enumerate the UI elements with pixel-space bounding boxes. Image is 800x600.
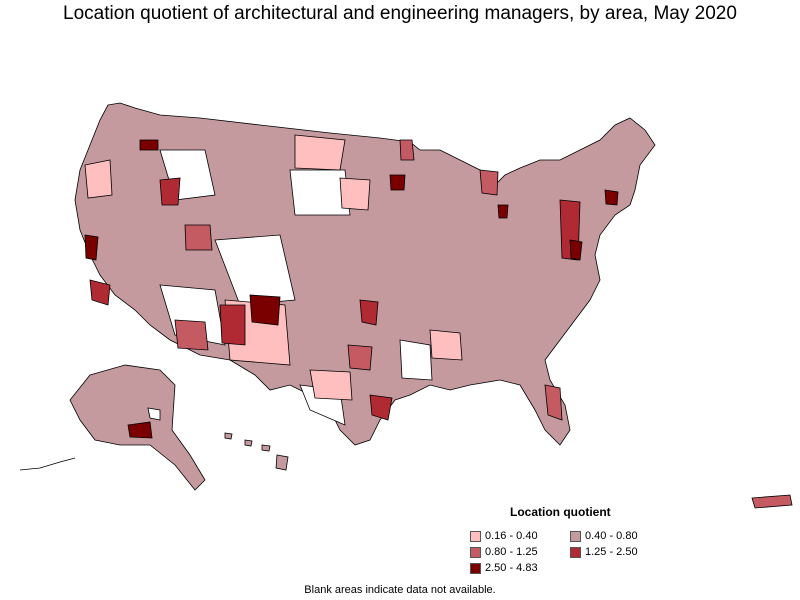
area-lq-mid xyxy=(399,139,415,161)
hawaii xyxy=(224,432,289,471)
area-lq-low xyxy=(339,177,371,211)
area-no-data xyxy=(289,169,351,216)
footnote: Blank areas indicate data not available. xyxy=(304,584,496,596)
legend-item-2: 0.80 - 1.25 xyxy=(470,545,538,559)
legend-label: 0.40 - 0.80 xyxy=(585,530,638,542)
legend-swatch xyxy=(570,546,581,558)
area-no-data xyxy=(214,234,296,306)
legend-label: 0.80 - 1.25 xyxy=(485,546,538,558)
area-lq-high xyxy=(369,394,393,421)
area-lq-very-high xyxy=(127,421,153,439)
legend-label: 1.25 - 2.50 xyxy=(585,546,638,558)
map-title: Location quotient of architectural and e… xyxy=(63,3,737,24)
area-lq-low xyxy=(429,329,463,361)
alaska xyxy=(19,364,206,491)
legend-item-1: 0.40 - 0.80 xyxy=(570,529,638,543)
hawaii-island xyxy=(261,444,271,452)
area-lq-high xyxy=(219,304,246,346)
area-no-data xyxy=(147,407,161,421)
area-lq-mid xyxy=(174,319,209,351)
area-lq-very-high xyxy=(139,139,159,151)
contiguous-us xyxy=(74,102,656,446)
legend-swatch xyxy=(470,530,481,542)
puerto-rico-outline xyxy=(751,494,793,509)
hawaii-island xyxy=(224,432,233,440)
hawaii-island xyxy=(244,439,253,447)
area-lq-high xyxy=(89,279,111,306)
area-lq-low xyxy=(309,369,353,401)
area-lq-very-high xyxy=(389,174,406,191)
legend-swatch xyxy=(470,562,481,574)
area-lq-low xyxy=(84,159,113,199)
area-lq-high xyxy=(359,299,379,326)
legend-item-3: 1.25 - 2.50 xyxy=(570,545,638,559)
area-no-data xyxy=(399,339,433,381)
us-mainland-outline xyxy=(74,102,656,446)
legend-swatch xyxy=(570,530,581,542)
legend-label: 0.16 - 0.40 xyxy=(485,530,538,542)
legend-label: 2.50 - 4.83 xyxy=(485,562,538,574)
legend-item-4: 2.50 - 4.83 xyxy=(470,561,538,575)
area-lq-very-high xyxy=(569,239,583,261)
area-lq-mid xyxy=(479,169,499,196)
aleutian-islands xyxy=(19,457,76,471)
area-lq-very-high xyxy=(249,294,281,326)
area-lq-very-high xyxy=(497,204,509,219)
legend-title: Location quotient xyxy=(510,505,611,519)
area-lq-low xyxy=(294,134,346,171)
hawaii-island xyxy=(275,454,289,471)
area-lq-mid xyxy=(184,224,213,251)
area-lq-mid xyxy=(347,344,373,371)
legend-item-0: 0.16 - 0.40 xyxy=(470,529,538,543)
area-lq-very-high xyxy=(84,234,99,261)
puerto-rico xyxy=(751,494,793,509)
area-lq-mid xyxy=(544,384,563,421)
legend-swatch xyxy=(470,546,481,558)
area-lq-very-high xyxy=(604,189,619,206)
area-lq-high xyxy=(159,177,181,206)
legend: Location quotient 0.16 - 0.40 0.40 - 0.8… xyxy=(470,505,670,577)
